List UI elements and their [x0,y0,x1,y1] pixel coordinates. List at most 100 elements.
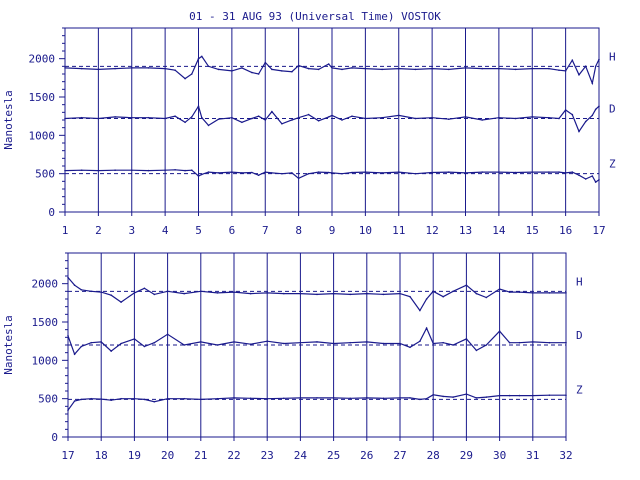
data-point-d [532,341,534,343]
data-point-d [548,116,550,119]
data-point-h [271,68,273,71]
data-point-h [147,67,150,69]
y-tick-label: 0 [51,431,58,444]
data-point-d [464,116,467,118]
data-point-h [166,290,169,293]
data-point-d [299,341,302,344]
data-point-h [197,57,200,60]
data-point-d [448,118,450,120]
data-point-h [131,67,133,69]
x-tick-label: 28 [427,449,440,462]
data-point-h [448,68,450,71]
data-point-h [414,68,417,71]
data-point-z [364,171,367,173]
component-label-d: D [609,102,616,115]
data-point-h [331,67,333,69]
data-point-z [257,174,260,176]
data-point-d [251,117,253,120]
x-tick-label: 26 [360,449,373,462]
data-point-d [485,344,488,346]
data-point-z [271,172,273,174]
data-point-z [100,398,102,400]
data-point-h [464,67,467,69]
data-point-h [90,290,92,293]
data-point-h [133,292,136,294]
data-point-d [174,115,176,117]
data-point-h [80,289,83,291]
data-point-d [409,346,411,349]
y-axis-label: Nanotesla [2,315,15,375]
data-point-z [565,394,567,397]
data-point-z [578,174,580,176]
data-point-z [174,169,176,171]
data-point-z [231,171,233,173]
data-point-d [80,345,83,348]
data-point-z [594,181,597,183]
data-point-z [598,179,600,181]
data-point-d [341,119,343,121]
data-point-d [465,338,468,340]
data-point-d [164,117,166,120]
data-point-z [200,398,202,401]
x-tick-label: 16 [559,224,572,237]
data-point-h [216,292,219,294]
data-point-d [281,123,283,125]
data-point-z [114,169,116,171]
data-point-h [251,71,253,74]
data-point-z [591,175,594,177]
data-point-h [475,292,478,295]
data-point-h [327,63,330,65]
data-point-d [481,119,484,121]
data-point-h [217,68,220,71]
data-point-h [591,82,594,84]
data-point-h [485,296,488,299]
x-tick-label: 11 [392,224,405,237]
data-point-z [147,169,150,172]
data-point-z [548,171,550,173]
data-point-h [419,309,421,312]
data-point-d [498,330,501,333]
data-point-z [184,169,186,172]
data-point-d [419,340,421,343]
data-point-h [558,69,560,71]
data-point-d [558,117,560,120]
data-point-d [90,341,92,344]
data-point-h [257,73,260,75]
data-point-z [197,175,200,177]
data-point-z [207,171,210,173]
data-point-d [565,341,567,344]
x-tick-label: 31 [526,449,539,462]
data-point-z [331,172,333,174]
data-point-z [548,394,551,397]
data-point-d [351,115,353,117]
data-point-h [120,301,122,303]
data-point-z [317,171,320,173]
data-point-d [518,341,521,344]
data-point-h [465,284,468,287]
x-tick-label: 2 [95,224,102,237]
data-point-z [514,171,517,174]
data-point-h [564,70,567,72]
data-point-d [571,113,574,116]
data-point-d [266,340,269,343]
data-point-d [216,344,219,346]
data-point-h [565,292,567,294]
data-point-z [351,171,353,174]
data-point-d [191,116,193,118]
x-tick-label: 23 [261,449,274,462]
data-point-z [584,178,587,180]
data-point-h [498,288,501,290]
x-tick-label: 12 [426,224,439,237]
data-point-d [548,341,551,344]
component-label-h: H [609,50,616,63]
data-point-z [217,172,220,174]
data-point-d [364,117,367,120]
data-point-z [110,399,112,402]
data-point-z [216,397,219,400]
y-tick-label: 500 [35,168,55,181]
y-tick-label: 500 [38,393,58,406]
data-point-h [381,68,383,71]
data-point-h [518,291,521,293]
component-label-h: H [576,275,583,288]
data-point-z [564,172,567,174]
